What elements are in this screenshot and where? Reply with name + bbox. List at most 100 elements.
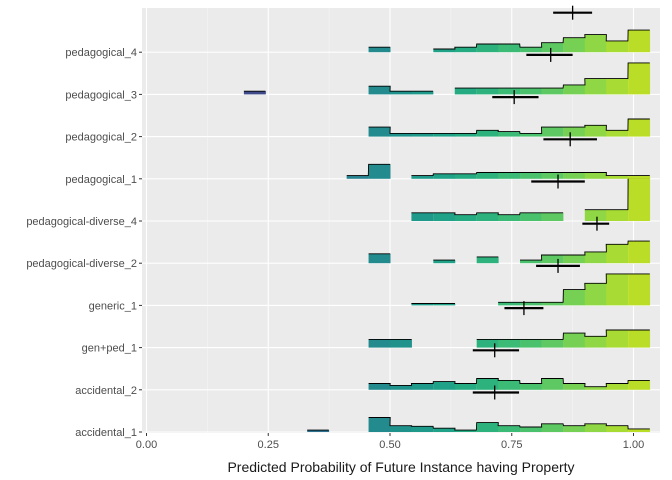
ridges	[243, 29, 651, 432]
histogram-bin	[584, 336, 607, 348]
histogram-bin	[498, 88, 521, 95]
histogram-bin	[520, 88, 542, 95]
histogram-bin	[433, 49, 456, 53]
x-axis-title: Predicted Probability of Future Instance…	[227, 459, 574, 475]
histogram-bin	[498, 214, 521, 221]
histogram-bin	[606, 244, 629, 264]
ridge-pedagogical-diverse_4	[411, 177, 651, 221]
histogram-bin	[433, 303, 456, 306]
histogram-bin	[433, 133, 456, 137]
y-tick-label: pedagogical_4	[65, 47, 137, 59]
histogram-bin	[498, 44, 521, 53]
histogram-bin	[433, 381, 456, 390]
ridge-accidental_1	[307, 417, 651, 432]
histogram-bin	[584, 209, 607, 221]
histogram-bin	[390, 133, 412, 137]
histogram-bin	[606, 209, 629, 221]
ridge-outline	[243, 62, 650, 92]
y-tick-label: pedagogical_2	[65, 132, 137, 144]
histogram-bin	[411, 91, 434, 95]
histogram-bin	[476, 44, 499, 53]
ridge-pedagogical_1	[346, 163, 651, 179]
ridge-outline	[307, 417, 650, 431]
histogram-bin	[454, 88, 477, 95]
ridge-outline	[368, 378, 650, 388]
histogram-bin	[628, 175, 651, 179]
histogram-bin	[606, 383, 629, 390]
histogram-bin	[368, 383, 391, 390]
histogram-bin	[411, 175, 434, 179]
histogram-bin	[606, 329, 629, 348]
histogram-bin	[476, 172, 499, 179]
interval-gen+ped_1	[504, 301, 544, 316]
histogram-bin	[563, 84, 586, 95]
histogram-bin	[541, 378, 564, 390]
y-tick-label: gen+ped_1	[82, 343, 137, 355]
histogram-bin	[628, 62, 651, 95]
histogram-bin	[520, 339, 542, 348]
histogram-bin	[541, 127, 564, 137]
histogram-bin	[454, 214, 477, 221]
x-tick-label: 0.75	[501, 439, 522, 451]
ridge-outline	[368, 329, 650, 340]
interval-generic_1	[536, 258, 580, 273]
interval-accidental_1	[472, 385, 520, 400]
ridge-accidental_2	[368, 378, 651, 390]
histogram-bin	[498, 302, 521, 306]
y-tick-label: pedagogical_3	[65, 89, 137, 101]
histogram-bin	[584, 125, 607, 137]
histogram-bin	[584, 283, 607, 306]
histogram-bin	[584, 423, 607, 432]
histogram-bin	[520, 172, 542, 179]
ridge-gen+ped_1	[368, 329, 651, 348]
histogram-bin	[520, 260, 542, 264]
histogram-bin	[541, 42, 564, 53]
histogram-bin	[368, 47, 391, 53]
histogram-bin	[628, 329, 651, 348]
histogram-bin	[628, 30, 651, 53]
ridge-generic_1	[411, 273, 651, 306]
histogram-bin	[368, 127, 391, 137]
histogram-bin	[628, 380, 651, 390]
y-axis: accidental_1 accidental_2 gen+ped_1 generic…	[26, 47, 142, 439]
histogram-bin	[498, 172, 521, 179]
interval-pedagogical_3	[526, 47, 573, 62]
interval-pedagogical_2	[492, 90, 539, 105]
histogram-bin	[584, 172, 607, 179]
histogram-bin	[368, 417, 391, 432]
histogram-bin	[541, 423, 564, 432]
histogram-bin	[454, 133, 477, 137]
histogram-bin	[390, 91, 412, 95]
x-tick-label: 0.25	[258, 439, 279, 451]
x-axis: 0.00 0.25 0.50 0.75 1.00	[136, 433, 644, 451]
histogram-bin	[520, 302, 542, 306]
histogram-bin	[454, 383, 477, 390]
histogram-bin	[541, 172, 564, 179]
histogram-bin	[368, 339, 391, 348]
histogram-bin	[541, 88, 564, 95]
histogram-bin	[563, 425, 586, 432]
histogram-bin	[541, 302, 564, 306]
histogram-bin	[563, 172, 586, 179]
histogram-bin	[628, 428, 651, 432]
interval-pedagogical-diverse_4	[531, 174, 585, 189]
histogram-bin	[541, 255, 564, 264]
histogram-bin	[411, 133, 434, 137]
histogram-bin	[411, 303, 434, 306]
histogram-bin	[520, 383, 542, 390]
histogram-bin	[368, 164, 391, 179]
histogram-bin	[541, 339, 564, 348]
ridge-pedagogical_2	[368, 118, 651, 137]
histogram-bin	[563, 289, 586, 306]
x-tick-label: 0.50	[379, 439, 400, 451]
histogram-bin	[243, 91, 266, 95]
histogram-bin	[368, 86, 391, 95]
histogram-bin	[307, 430, 330, 432]
histogram-bin	[411, 383, 434, 390]
histogram-bin	[606, 130, 629, 137]
histogram-bin	[454, 47, 477, 53]
histogram-bin	[628, 273, 651, 306]
histogram-bin	[498, 380, 521, 390]
histogram-bin	[606, 175, 629, 179]
y-tick-label: pedagogical_1	[65, 174, 137, 186]
